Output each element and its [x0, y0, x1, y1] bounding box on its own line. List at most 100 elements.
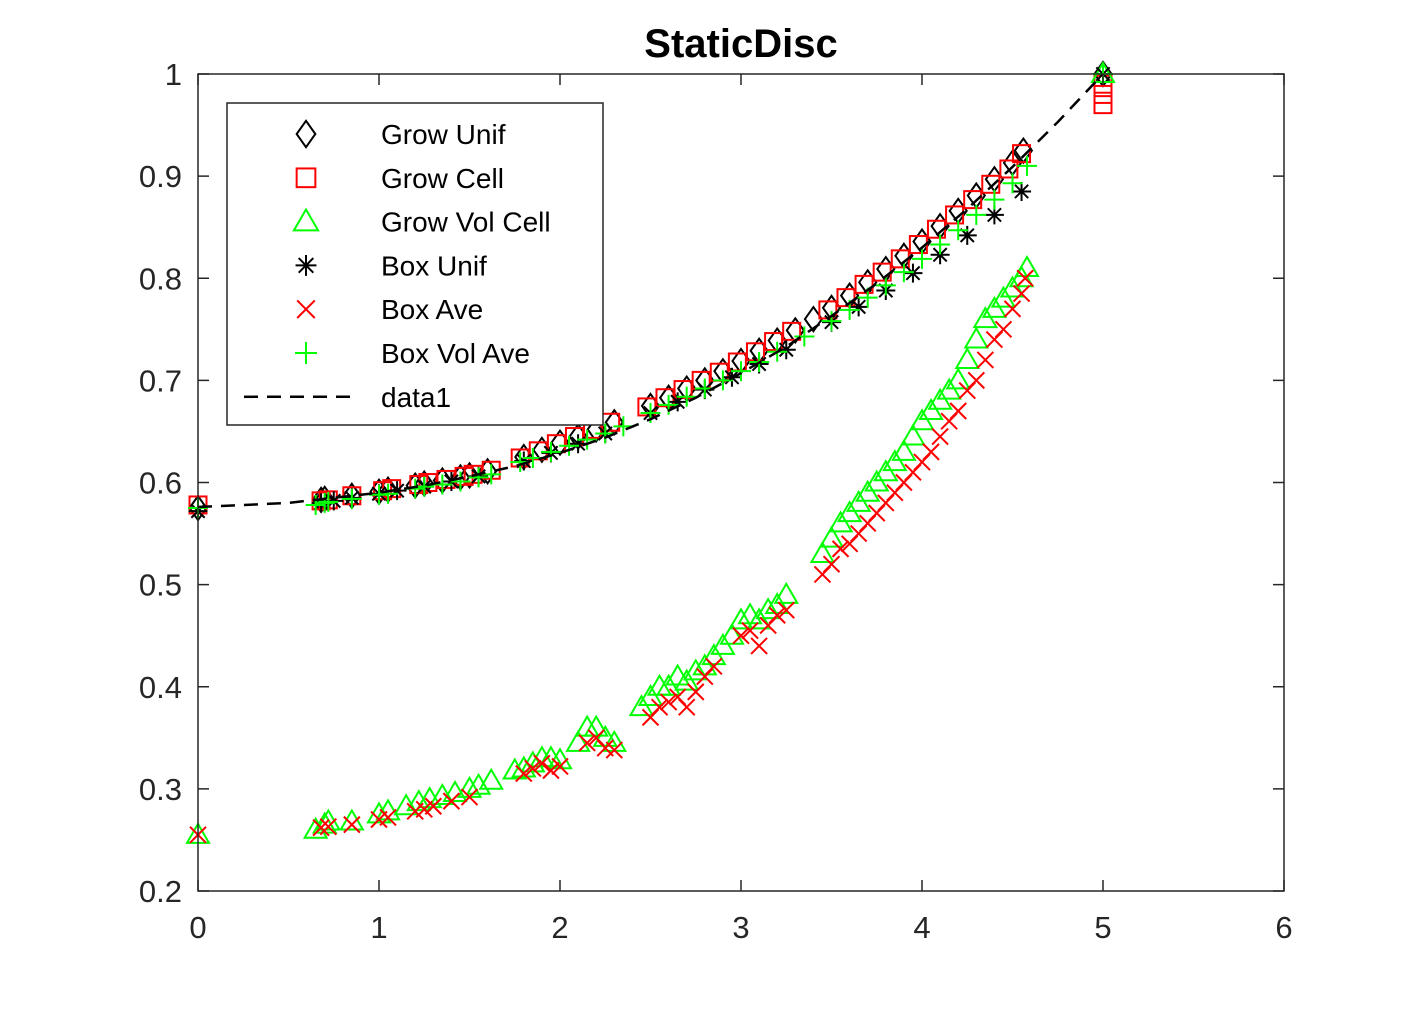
series-box-vol-ave [188, 64, 1113, 519]
data-point [994, 320, 1013, 339]
data-point [976, 351, 995, 369]
y-tick-label: 0.9 [139, 159, 182, 194]
data-point [460, 788, 479, 806]
data-point [818, 525, 845, 548]
legend-label: Grow Vol Cell [381, 207, 551, 238]
y-tick-label: 0.4 [139, 670, 182, 705]
data-point [577, 429, 598, 450]
legend-label: Box Vol Ave [381, 338, 530, 369]
legend-marker [295, 254, 317, 276]
data-point [650, 698, 669, 716]
legend: Grow Unif Grow Cell Grow Vol Cell Box Unif B… [226, 102, 604, 426]
x-tick-label: 0 [189, 910, 206, 945]
legend-entry: Grow Vol Cell [292, 207, 551, 238]
data-point [967, 371, 986, 390]
legend-entry: Box Vol Ave [295, 338, 530, 369]
legend-marker [295, 119, 317, 149]
data-point [605, 741, 624, 759]
data-point [809, 540, 836, 563]
data-point [465, 772, 492, 795]
data-point [922, 443, 940, 461]
data-point [984, 189, 1005, 210]
data-point [750, 637, 768, 655]
data-point [1002, 173, 1023, 194]
data-point [945, 367, 971, 390]
data-point [741, 621, 759, 640]
x-tick-label: 4 [913, 910, 930, 945]
data-point [1012, 181, 1032, 201]
data-point [515, 764, 533, 783]
data-point [687, 683, 705, 701]
data-point [768, 606, 786, 624]
data-point [1016, 269, 1034, 287]
data-point [1012, 144, 1032, 164]
data-point [705, 657, 723, 676]
legend-label: data1 [381, 382, 451, 413]
data-point [875, 275, 896, 296]
data-point [755, 597, 781, 620]
data-point [777, 601, 795, 619]
data-point [963, 326, 990, 349]
data-point [1093, 84, 1113, 104]
data-point [343, 815, 361, 834]
data-point [468, 467, 489, 488]
data-point [378, 483, 399, 504]
data-point [891, 438, 917, 461]
legend-label: Grow Cell [381, 163, 504, 194]
data-point [514, 451, 534, 471]
legend-marker [295, 342, 317, 364]
data-point [524, 759, 542, 778]
data-point [424, 797, 443, 815]
x-tick-label: 5 [1094, 910, 1111, 945]
data-point [984, 205, 1004, 225]
data-point [764, 332, 784, 352]
y-tick-label: 0.2 [139, 874, 182, 909]
data-point [668, 392, 688, 412]
data-point [954, 346, 980, 369]
axes: 0 1 2 3 4 5 6 0.2 0.3 0.4 0.5 0.6 0.7 0.8 0.9 1 [139, 57, 1293, 945]
data-point [542, 761, 560, 780]
data-point [945, 205, 965, 225]
data-point [1016, 155, 1037, 176]
data-point [957, 225, 977, 245]
data-point [547, 747, 573, 770]
legend-label: Box Ave [381, 294, 483, 325]
data-point [565, 729, 591, 752]
data-point [450, 471, 471, 492]
y-tick-label: 0.5 [139, 568, 182, 603]
legend-marker [292, 207, 320, 232]
data-point [966, 204, 987, 225]
x-tick-label: 1 [370, 910, 387, 945]
data-point [540, 441, 561, 462]
legend-marker [296, 299, 316, 319]
series-box-ave [189, 269, 1034, 844]
data-point [568, 434, 588, 454]
data-point [773, 581, 799, 604]
data-point [794, 326, 815, 347]
data-point [732, 626, 750, 645]
chart-title: StaticDisc [644, 22, 837, 66]
data-point [676, 386, 697, 407]
data-point [981, 174, 1001, 194]
data-point [369, 484, 389, 505]
data-point [776, 340, 796, 360]
data-point [375, 798, 401, 821]
data-point [305, 494, 326, 515]
data-point [831, 540, 850, 558]
data-point [379, 808, 397, 827]
data-point [912, 248, 932, 269]
x-tick-label: 2 [551, 910, 568, 945]
data-point [583, 714, 609, 737]
data-point [930, 234, 951, 255]
data-point [949, 402, 967, 420]
data-point [559, 435, 580, 456]
data-point [415, 800, 433, 819]
data-point [712, 370, 733, 391]
y-tick-label: 0.7 [139, 363, 182, 398]
data-point [481, 464, 502, 485]
legend-entry: Grow Unif [295, 119, 506, 150]
data-point [319, 817, 338, 836]
data-point [963, 190, 983, 210]
legend-marker [295, 167, 317, 189]
